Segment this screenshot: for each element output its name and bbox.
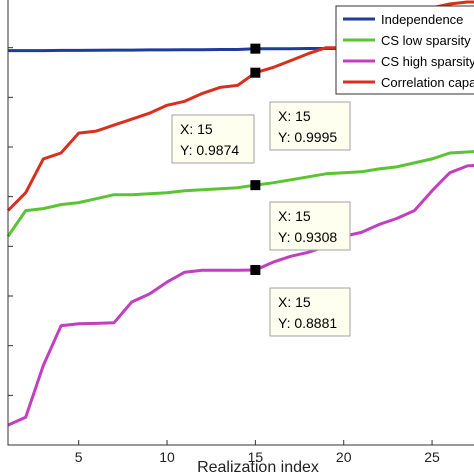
- datatip-y-label-2: Y: 0.9308: [278, 229, 337, 245]
- datatip-marker-3[interactable]: [250, 264, 261, 275]
- legend-label-2: CS high sparsity: [381, 54, 474, 69]
- legend-label-1: CS low sparsity: [381, 33, 471, 48]
- x-tick-label-4: 25: [424, 449, 440, 465]
- datatip-x-label-2: X: 15: [278, 208, 311, 224]
- datatip-marker-1[interactable]: [250, 43, 261, 54]
- series-line-1: [6, 150, 474, 238]
- datatip-y-label-1: Y: 0.9995: [278, 129, 337, 145]
- datatip-box-0: [171, 114, 255, 164]
- x-tick-label-2: 15: [248, 449, 264, 465]
- datatip-x-label-0: X: 15: [180, 121, 213, 137]
- x-tick-label-1: 10: [159, 449, 175, 465]
- x-axis-title: Realization index: [197, 459, 319, 474]
- datatip-box-3: [269, 287, 351, 337]
- legend: Independence CS low sparsity CS high spars…: [335, 5, 474, 95]
- legend-box: [335, 5, 474, 95]
- datatip-y-label-3: Y: 0.8881: [278, 315, 337, 331]
- datatip-marker-0[interactable]: [250, 67, 261, 78]
- series-line-2: [7, 164, 474, 427]
- x-tick-label-0: 5: [75, 449, 83, 465]
- x-tick-label-3: 20: [336, 449, 352, 465]
- datatip-box-1: [269, 101, 351, 151]
- datatips-group[interactable]: X: 15 Y: 0.9874 X: 15 Y: 0.9995 X: 15 Y: 0.93…: [171, 43, 351, 337]
- datatip-x-label-3: X: 15: [278, 294, 311, 310]
- legend-label-0: Independence: [381, 12, 463, 27]
- datatip-box-2: [269, 201, 351, 251]
- datatip-marker-2[interactable]: [250, 180, 261, 191]
- axes-frame: [7, 0, 474, 446]
- axis-ticks-group: 5 10 15 20 25: [8, 47, 440, 465]
- datatip-x-label-1: X: 15: [278, 108, 311, 124]
- datatip-y-label-0: Y: 0.9874: [180, 142, 239, 158]
- legend-label-3: Correlation capacity: [381, 75, 474, 90]
